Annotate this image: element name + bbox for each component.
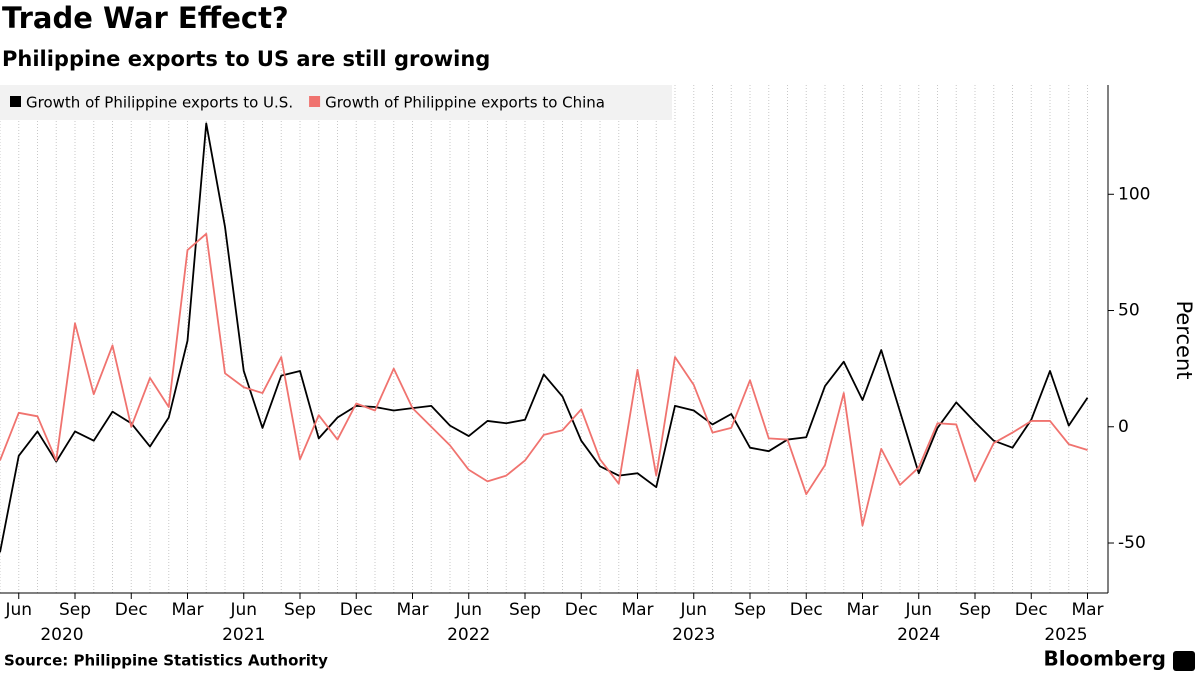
x-tick-label: Dec	[115, 600, 148, 620]
x-tick-label: Jun	[4, 600, 32, 620]
x-tick-label: Sep	[959, 600, 991, 620]
x-tick-label: Mar	[396, 600, 428, 620]
legend-label: Growth of Philippine exports to U.S.	[26, 94, 293, 112]
x-tick-label: Sep	[509, 600, 541, 620]
x-tick-label: Mar	[171, 600, 203, 620]
legend-swatch	[309, 96, 321, 107]
year-label: 2025	[1044, 625, 1087, 645]
x-tick-label: Mar	[621, 600, 653, 620]
x-tick-label: Mar	[1071, 600, 1103, 620]
year-label: 2022	[447, 625, 490, 645]
x-tick-label: Dec	[340, 600, 373, 620]
y-tick-label: 50	[1118, 301, 1140, 321]
x-tick-label: Dec	[1015, 600, 1048, 620]
y-tick-label: 0	[1118, 417, 1129, 437]
x-tick-label: Dec	[565, 600, 598, 620]
source: Source: Philippine Statistics Authority	[4, 652, 328, 670]
x-tick-label: Mar	[846, 600, 878, 620]
x-tick-label: Dec	[790, 600, 823, 620]
x-tick-label: Sep	[284, 600, 316, 620]
y-axis-label: Percent	[1172, 300, 1196, 379]
series-line	[0, 232, 1088, 527]
x-tick-label: Jun	[679, 600, 707, 620]
x-tick-label: Jun	[454, 600, 482, 620]
chart-subtitle: Philippine exports to US are still growi…	[2, 47, 490, 71]
legend-label: Growth of Philippine exports to China	[325, 94, 605, 112]
year-label: 2021	[222, 625, 265, 645]
brand: Bloomberg	[1044, 647, 1166, 671]
year-label: 2024	[897, 625, 940, 645]
legend-background	[0, 85, 672, 120]
chart-title: Trade War Effect?	[2, 1, 289, 35]
y-tick-label: -50	[1118, 533, 1146, 553]
year-label: 2023	[672, 625, 715, 645]
x-tick-label: Jun	[904, 600, 932, 620]
x-tick-label: Sep	[734, 600, 766, 620]
y-tick-label: 100	[1118, 184, 1150, 204]
x-tick-label: Jun	[229, 600, 257, 620]
x-tick-label: Sep	[59, 600, 91, 620]
legend: Growth of Philippine exports to U.S. Grow…	[0, 85, 672, 120]
year-label: 2020	[40, 625, 83, 645]
legend-swatch	[10, 96, 21, 107]
series-line	[0, 122, 1089, 553]
brand-icon	[1173, 651, 1195, 671]
